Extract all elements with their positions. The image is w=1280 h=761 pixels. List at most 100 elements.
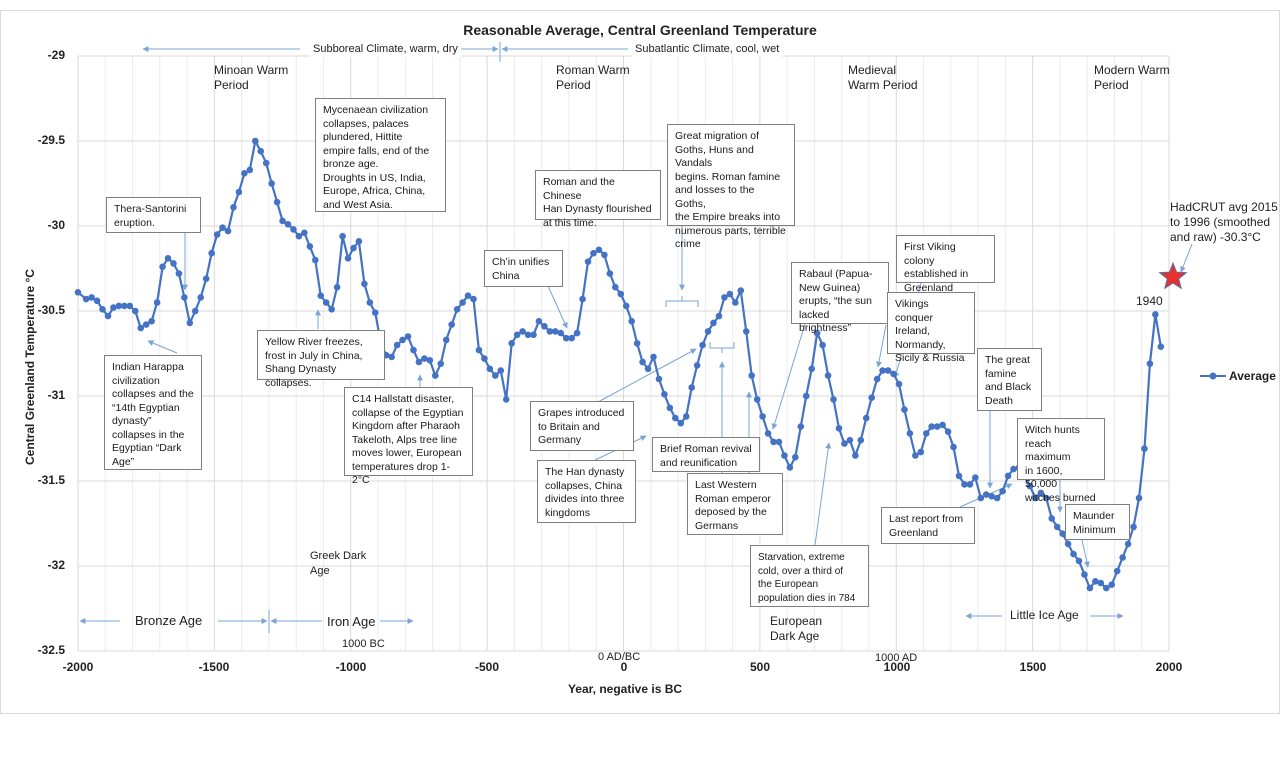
data-point	[241, 170, 248, 177]
data-point	[1135, 494, 1143, 502]
data-point	[350, 244, 357, 252]
data-point	[688, 384, 695, 391]
1000bc-label: 1000 BC	[342, 638, 385, 650]
data-point	[1081, 571, 1088, 578]
data-point	[628, 317, 635, 325]
data-point	[481, 355, 488, 362]
data-point	[808, 365, 815, 373]
data-point	[944, 428, 952, 436]
data-point	[792, 453, 799, 461]
data-point	[142, 321, 150, 328]
annotation-maunder-minimum: Maunder Minimum	[1065, 504, 1130, 540]
data-point	[410, 346, 417, 354]
x-tick-label: -2000	[62, 660, 94, 674]
data-point	[933, 423, 941, 430]
data-point	[508, 340, 515, 347]
pointer-vikings-conquer	[876, 324, 887, 368]
data-point	[317, 292, 325, 300]
data-point	[164, 254, 172, 262]
data-point	[677, 419, 685, 427]
data-point	[1119, 554, 1126, 561]
data-point	[644, 365, 652, 373]
data-point	[475, 346, 483, 354]
data-point	[601, 251, 608, 259]
annotation-vikings-conquer: Vikings conquer Ireland, Normandy, Sicil…	[887, 292, 975, 364]
data-point	[459, 299, 466, 306]
annotation-chin: Ch’in unifies China	[484, 250, 563, 287]
data-point	[732, 299, 739, 306]
data-point	[573, 329, 581, 337]
data-point	[502, 396, 510, 403]
annotation-rabaul: Rabaul (Papua- New Guinea) erupts, “the …	[791, 262, 889, 334]
legend: Average	[1200, 369, 1276, 383]
data-point	[715, 312, 723, 320]
data-point	[693, 362, 701, 369]
x-tick-label: -1000	[335, 660, 367, 674]
data-point	[131, 307, 139, 315]
data-point	[988, 493, 996, 500]
year-1940-label: 1940	[1136, 294, 1163, 308]
data-point	[492, 372, 499, 379]
roman-warm-label: Roman Warm Period	[556, 63, 630, 92]
data-point	[519, 328, 526, 335]
annotation-grapes: Grapes introduced to Britain and Germany	[530, 401, 634, 451]
modern-warm-label: Modern Warm Period	[1094, 63, 1170, 92]
data-point	[922, 430, 930, 437]
annotation-hallstatt: C14 Hallstatt disaster, collapse of the …	[344, 387, 473, 486]
data-point	[661, 391, 668, 398]
y-tick-label: -29.5	[37, 133, 65, 147]
data-point	[841, 440, 848, 447]
data-point	[650, 353, 657, 361]
data-point	[906, 430, 914, 437]
data-point	[1004, 472, 1012, 480]
data-point	[1026, 482, 1034, 490]
data-point	[148, 317, 155, 325]
data-point	[175, 270, 183, 277]
annotation-roman-revival: Brief Roman revival and reunification	[652, 437, 760, 472]
annotation-roman-han: Roman and the Chinese Han Dynasty flouri…	[535, 170, 661, 229]
data-point	[1086, 584, 1094, 592]
data-point	[672, 414, 679, 422]
annotation-mycenaean: Mycenaean civilization collapses, palace…	[315, 98, 446, 212]
data-point	[966, 481, 974, 488]
data-point	[284, 221, 292, 228]
data-point	[813, 329, 821, 337]
data-point	[562, 334, 570, 342]
data-point	[421, 355, 428, 362]
data-point	[191, 307, 199, 315]
data-point	[137, 324, 145, 332]
data-point	[682, 413, 690, 420]
data-point	[977, 494, 985, 502]
data-point	[912, 452, 919, 459]
data-point	[901, 406, 908, 413]
data-point	[524, 331, 532, 339]
data-point	[857, 436, 865, 444]
data-point	[388, 353, 395, 361]
x-tick-label: 1000	[883, 660, 911, 674]
european-dark-age-label: European Dark Age	[770, 614, 823, 643]
data-point	[982, 491, 990, 498]
data-point	[617, 290, 625, 298]
legend-line-icon	[1200, 372, 1226, 380]
data-point	[999, 487, 1006, 495]
data-point	[568, 334, 575, 342]
data-point	[355, 238, 363, 245]
pointer-harappa	[147, 340, 178, 354]
annotation-great-famine: The great famine and Black Death	[977, 348, 1042, 411]
data-point	[1130, 523, 1137, 531]
data-point	[399, 336, 406, 344]
data-point	[1010, 465, 1017, 473]
pointer-hadcrut	[1180, 243, 1193, 273]
data-point	[748, 372, 755, 379]
data-point	[273, 198, 281, 206]
data-point	[197, 294, 205, 301]
data-point	[824, 372, 832, 379]
data-point	[153, 299, 161, 306]
pointer-grapes	[597, 348, 697, 403]
data-point	[759, 413, 766, 420]
annotation-thera: Thera-Santorini eruption.	[106, 197, 201, 233]
data-point	[426, 357, 434, 364]
data-point	[306, 243, 314, 250]
x-tick-label: 1500	[1019, 660, 1047, 674]
